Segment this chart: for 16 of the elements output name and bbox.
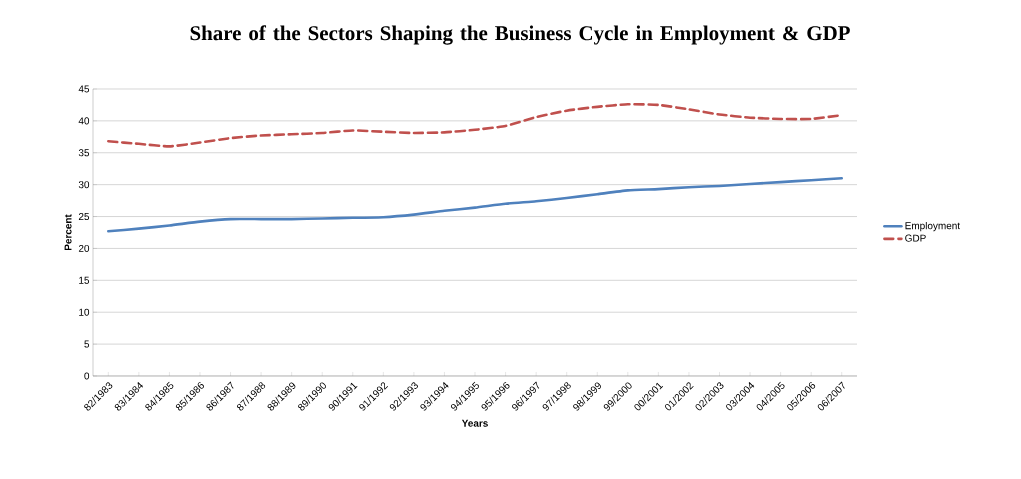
legend-label: Employment [905, 221, 960, 232]
y-tick-label: 5 [84, 340, 90, 348]
legend-label: GDP [905, 234, 926, 242]
y-tick-label: 30 [78, 181, 90, 189]
line-series [106, 176, 844, 233]
y-axis-title: Percent [64, 214, 72, 251]
x-axis-title: Years [461, 419, 488, 427]
y-tick-label: 40 [78, 117, 90, 125]
y-tick-label: 25 [78, 213, 90, 221]
y-tick-label: 35 [78, 149, 90, 157]
chart-title: Share of the Sectors Shaping the Business Cycle in Employment & GDP [190, 25, 850, 45]
y-tick-label: 10 [79, 308, 90, 316]
y-tick-label: 0 [84, 372, 90, 380]
y-tick-label: 20 [78, 244, 90, 252]
y-tick-label: 15 [79, 276, 90, 284]
y-tick-label: 45 [78, 85, 90, 93]
